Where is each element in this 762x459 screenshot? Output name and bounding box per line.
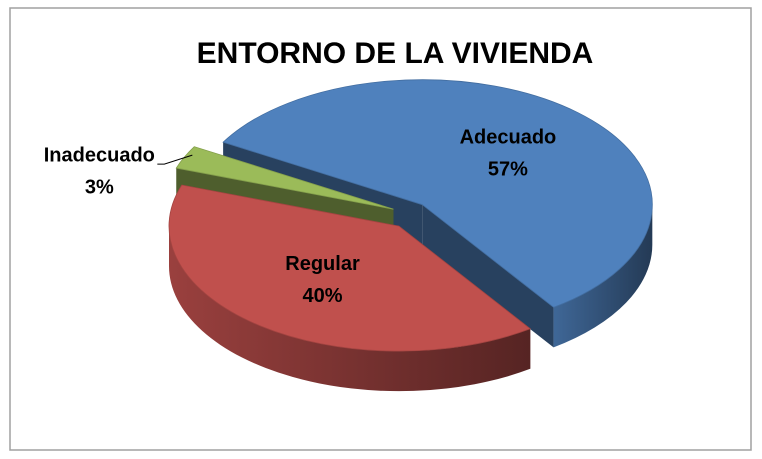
pie-slice bbox=[168, 184, 532, 352]
slice-label: Inadecuado bbox=[44, 144, 155, 166]
slice-outer-wall bbox=[553, 204, 653, 348]
slice-label: Adecuado bbox=[460, 126, 557, 148]
slice-radial-wall bbox=[422, 204, 554, 348]
slice-value-label: 40% bbox=[302, 285, 342, 307]
pie-slice bbox=[175, 146, 394, 210]
leader-line bbox=[157, 154, 193, 165]
slice-outer-wall bbox=[169, 226, 531, 392]
pie-slice bbox=[222, 79, 653, 308]
slice-value-label: 57% bbox=[488, 158, 528, 180]
slice-value-label: 3% bbox=[85, 176, 114, 198]
chart-title: ENTORNO DE LA VIVIENDA bbox=[197, 37, 594, 70]
slice-label: Regular bbox=[285, 253, 360, 275]
